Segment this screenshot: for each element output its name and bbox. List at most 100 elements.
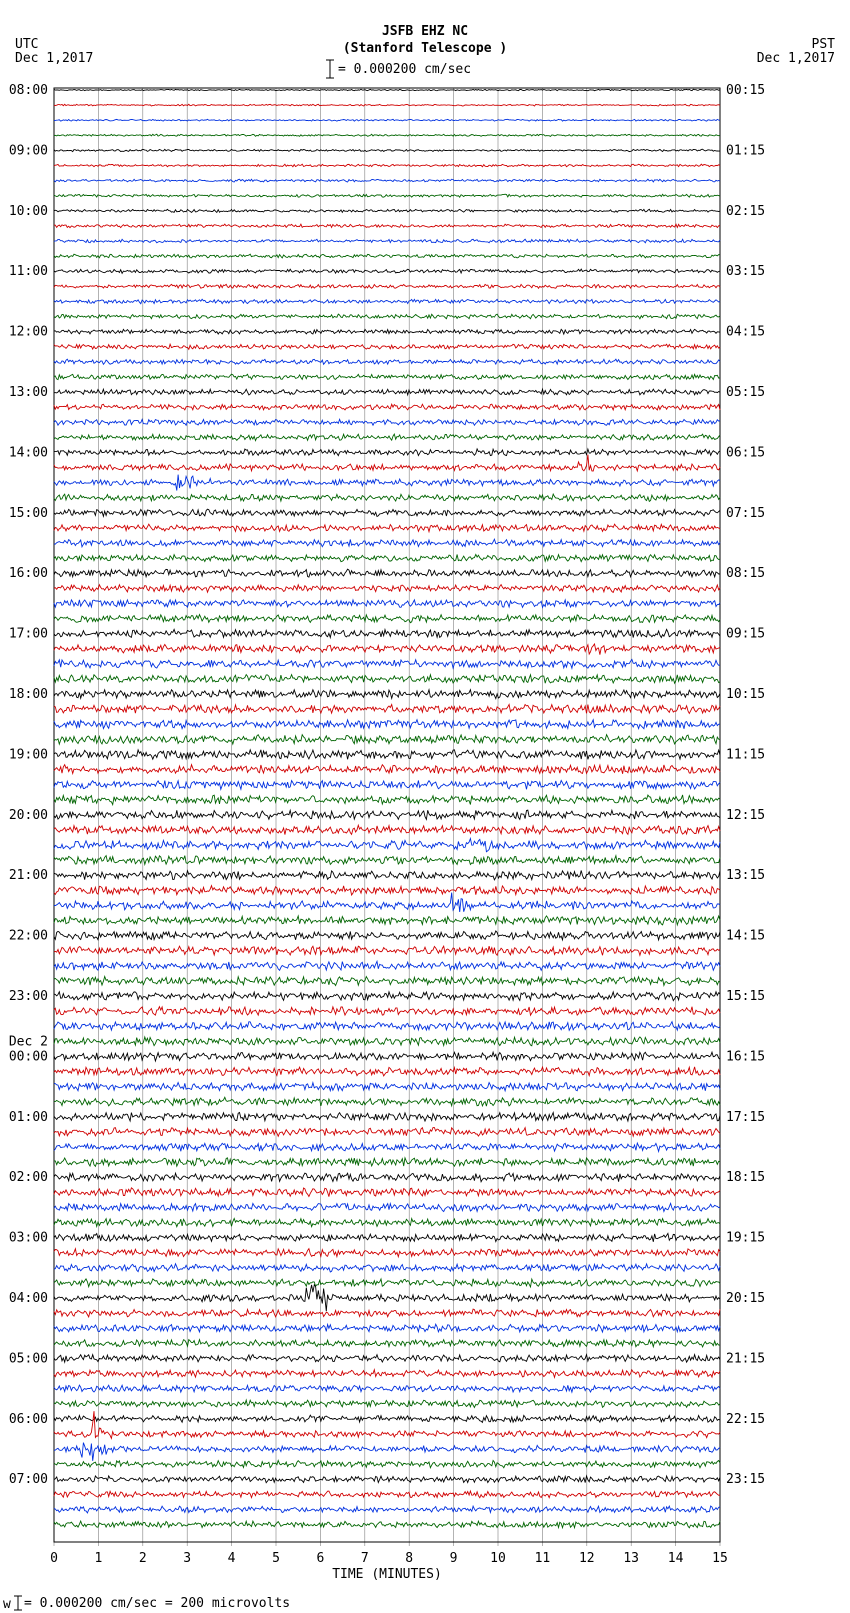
right-hour: 10:15 (726, 687, 765, 702)
seismic-trace (54, 1476, 720, 1483)
right-hour: 09:15 (726, 627, 765, 642)
left-hour: 04:00 (9, 1291, 48, 1306)
x-tick: 11 (535, 1551, 551, 1566)
right-hour: 01:15 (726, 143, 765, 158)
seismic-trace (54, 735, 720, 745)
seismic-trace (54, 916, 720, 925)
seismic-trace (54, 1506, 720, 1513)
left-hour: 10:00 (9, 204, 48, 219)
seismic-trace (54, 1203, 720, 1211)
seismic-trace (54, 765, 720, 774)
left-hour: 00:00 (9, 1049, 48, 1064)
left-hour: 08:00 (9, 83, 48, 98)
seismic-trace (54, 1128, 720, 1137)
right-hour: 06:15 (726, 445, 765, 460)
x-tick: 3 (183, 1551, 191, 1566)
x-axis-label: TIME (MINUTES) (332, 1567, 442, 1582)
seismic-trace (54, 119, 720, 121)
left-hour: 22:00 (9, 929, 48, 944)
seismic-trace (54, 886, 720, 895)
seismic-trace (54, 1067, 720, 1076)
seismic-trace (54, 1324, 720, 1332)
seismic-trace (54, 1052, 720, 1061)
seismic-trace (54, 705, 720, 714)
seismic-trace (54, 1219, 720, 1227)
seismic-trace (54, 1113, 720, 1122)
seismic-trace (54, 104, 720, 106)
seismic-trace (54, 179, 720, 182)
seismic-trace (54, 359, 720, 364)
seismic-trace (54, 660, 720, 669)
left-hour: 17:00 (9, 627, 48, 642)
seismic-trace (54, 539, 720, 547)
right-hour: 07:15 (726, 506, 765, 521)
right-hour: 02:15 (726, 204, 765, 219)
seismic-trace (54, 1158, 720, 1167)
seismic-trace (54, 690, 720, 699)
seismic-trace (54, 1279, 720, 1287)
seismic-trace (54, 1249, 720, 1257)
left-hour: 16:00 (9, 566, 48, 581)
seismic-trace (54, 856, 720, 865)
right-hour: 19:15 (726, 1231, 765, 1246)
right-hour: 03:15 (726, 264, 765, 279)
seismic-trace (54, 1355, 720, 1363)
seismic-trace (54, 585, 720, 593)
seismic-trace (54, 239, 720, 243)
seismic-trace (54, 1188, 720, 1197)
seismic-trace (54, 569, 720, 577)
seismic-trace (54, 475, 720, 491)
seismic-trace (54, 419, 720, 425)
left-hour: 13:00 (9, 385, 48, 400)
right-hour: 16:15 (726, 1049, 765, 1064)
seismic-trace (54, 389, 720, 395)
svg-text:w: w (3, 1597, 11, 1612)
x-tick: 4 (228, 1551, 236, 1566)
seismic-trace (54, 455, 720, 471)
seismic-trace (54, 1143, 720, 1151)
left-hour: 05:00 (9, 1351, 48, 1366)
seismic-trace (54, 494, 720, 501)
seismic-trace (54, 931, 720, 940)
left-hour: 03:00 (9, 1231, 48, 1246)
seismic-trace (54, 1022, 720, 1031)
seismic-trace (54, 977, 720, 986)
seismic-trace (54, 1309, 720, 1317)
x-tick: 6 (316, 1551, 324, 1566)
seismic-trace (54, 1083, 720, 1091)
x-tick: 13 (623, 1551, 639, 1566)
seismic-trace (54, 720, 720, 729)
seismic-trace (54, 1521, 720, 1528)
seismic-trace (54, 871, 720, 880)
left-hour: 09:00 (9, 143, 48, 158)
right-hour: 04:15 (726, 325, 765, 340)
seismic-trace (54, 1233, 720, 1241)
left-hour: 02:00 (9, 1170, 48, 1185)
right-hour: 11:15 (726, 747, 765, 762)
seismic-trace (54, 675, 720, 684)
right-hour: 13:15 (726, 868, 765, 883)
right-tz: PST (812, 37, 836, 52)
seismic-trace (54, 1370, 720, 1378)
seismic-trace (54, 269, 720, 273)
seismic-trace (54, 299, 720, 304)
seismic-trace (54, 810, 720, 819)
seismic-trace (54, 825, 720, 834)
seismic-trace (54, 1037, 720, 1046)
seismic-trace (54, 1415, 720, 1422)
seismic-trace (54, 992, 720, 1001)
right-hour: 17:15 (726, 1110, 765, 1125)
right-hour: 05:15 (726, 385, 765, 400)
seismic-trace (54, 750, 720, 760)
seismic-trace (54, 554, 720, 561)
x-tick: 12 (579, 1551, 595, 1566)
right-hour: 14:15 (726, 929, 765, 944)
seismic-trace (54, 1173, 720, 1182)
seismic-trace (54, 509, 720, 516)
seismic-trace (54, 314, 720, 319)
x-tick: 1 (94, 1551, 102, 1566)
right-hour: 22:15 (726, 1412, 765, 1427)
left-hour: 23:00 (9, 989, 48, 1004)
seismic-trace (54, 524, 720, 531)
seismic-trace (54, 1385, 720, 1392)
